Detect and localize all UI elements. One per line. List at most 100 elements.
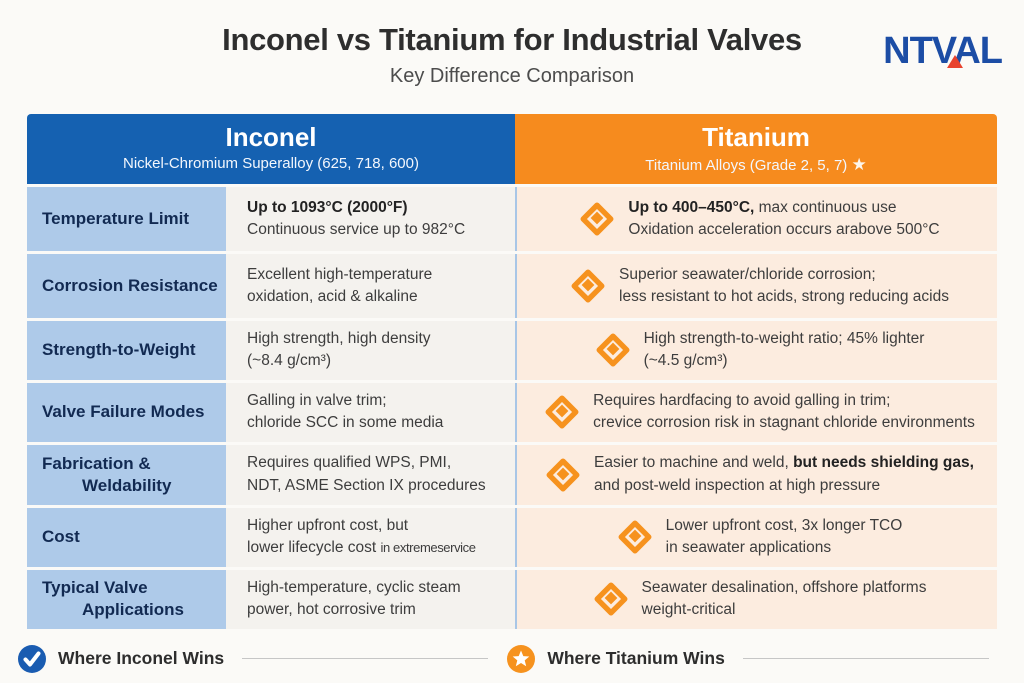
cell-line1: High-temperature, cyclic steam (247, 578, 461, 596)
table-row: Temperature Limit Up to 1093°C (2000°F) … (27, 187, 997, 251)
inconel-cell: Up to 1093°C (2000°F) Continuous service… (226, 187, 515, 251)
cell-line1: Seawater desalination, offshore platform… (641, 578, 927, 596)
inconel-cell: Requires qualified WPS, PMI, NDT, ASME S… (226, 444, 515, 505)
cell-line2: lower lifecycle cost in extremeservice (247, 539, 476, 557)
table-header-row: Inconel Nickel-Chromium Superalloy (625,… (27, 114, 997, 184)
titanium-cell: Requires hardfacing to avoid galling in … (515, 382, 997, 442)
diamond-icon (545, 395, 579, 429)
titanium-cell: Up to 400–450°C, max continuous use Oxid… (515, 187, 997, 251)
titanium-cell-text: Superior seawater/chloride corrosion; le… (619, 264, 949, 309)
diamond-icon (618, 520, 652, 554)
inconel-subtitle: Nickel-Chromium Superalloy (625, 718, 60… (123, 155, 419, 172)
logo-triangle-icon (946, 55, 963, 68)
cell-line1: High strength-to-weight ratio; 45% light… (643, 330, 925, 347)
titanium-cell-text: Up to 400–450°C, max continuous use Oxid… (628, 197, 939, 242)
cell-line2: (~4.5 g/cm³) (643, 352, 728, 370)
inconel-column-header: Inconel Nickel-Chromium Superalloy (625,… (27, 114, 515, 184)
row-label-text: Fabrication & (42, 453, 151, 473)
page-title: Inconel vs Titanium for Industrial Valve… (222, 22, 802, 57)
titanium-cell: High strength-to-weight ratio; 45% light… (515, 321, 997, 380)
row-label-text: Typical Valve (42, 578, 148, 598)
cell-line1: Easier to machine and weld, but needs sh… (594, 454, 974, 472)
logo-text: NTVAL (883, 30, 1003, 72)
cell-line2: NDT, ASME Section IX procedures (247, 476, 486, 494)
row-label: Temperature Limit (27, 187, 226, 251)
star-icon: ★ (851, 155, 867, 174)
row-label-text2: Weldability (82, 475, 172, 495)
inconel-title: Inconel (225, 122, 317, 152)
legend-divider-line (242, 658, 489, 660)
cell-line2: Oxidation acceleration occurs arabove 50… (628, 221, 940, 238)
cell-line1: Up to 400–450°C, max continuous use (628, 198, 897, 216)
cell-line1: High strength, high density (247, 330, 431, 347)
row-label-text: Cost (42, 527, 80, 547)
cell-line1: Up to 1093°C (2000°F) (247, 198, 408, 216)
row-label-text: Strength-to-Weight (42, 340, 196, 360)
cell-line1: Galling in valve trim; (247, 391, 387, 409)
titanium-cell-text: Lower upfront cost, 3x longer TCO in sea… (666, 515, 903, 560)
title-block: Inconel vs Titanium for Industrial Valve… (0, 22, 1024, 88)
cell-line1: Superior seawater/chloride corrosion; (619, 265, 876, 283)
legend-divider-line (742, 658, 990, 660)
comparison-table: Inconel Nickel-Chromium Superalloy (625,… (27, 114, 997, 629)
titanium-wins-star-icon (506, 644, 536, 674)
titanium-subtitle: Titanium Alloys (Grade 2, 5, 7) ★ (515, 155, 997, 175)
titanium-cell-text: Requires hardfacing to avoid galling in … (593, 390, 975, 435)
cell-line2: Continuous service up to 982°C (247, 221, 466, 238)
cell-line1: Requires hardfacing to avoid galling in … (593, 391, 891, 409)
row-label-text: Temperature Limit (42, 208, 190, 228)
table-row: Cost Higher upfront cost, but lower life… (27, 507, 997, 567)
legend: Where Inconel Wins Where Titanium Wins (17, 644, 1007, 674)
row-label-text: Valve Failure Modes (42, 402, 205, 422)
inconel-cell: Excellent high-temperature oxidation, ac… (226, 254, 515, 318)
page-header: Inconel vs Titanium for Industrial Valve… (0, 0, 1024, 108)
table-row: Corrosion Resistance Excellent high-temp… (27, 254, 997, 318)
diamond-icon (596, 333, 630, 367)
cell-line2: and post-weld inspection at high pressur… (594, 476, 881, 494)
table-row: Strength-to-Weight High strength, high d… (27, 321, 997, 380)
page-subtitle: Key Difference Comparison (389, 65, 635, 87)
table-row: Fabrication & Weldability Requires quali… (27, 444, 997, 505)
row-label-text: Corrosion Resistance (42, 275, 218, 295)
inconel-cell: Higher upfront cost, but lower lifecycle… (226, 507, 515, 567)
cell-line2: crevice corrosion risk in stagnant chlor… (593, 414, 975, 432)
row-label: Strength-to-Weight (27, 321, 226, 380)
row-label-text2: Applications (82, 600, 185, 620)
diamond-icon (546, 458, 580, 492)
titanium-cell-text: Seawater desalination, offshore platform… (642, 577, 927, 622)
inconel-wins-check-icon (17, 644, 47, 674)
row-label: Cost (27, 507, 226, 567)
cell-line2: weight-critical (641, 601, 736, 619)
cell-line2: oxidation, acid & alkaline (247, 288, 418, 305)
titanium-title: Titanium (702, 122, 810, 152)
ntval-logo: NTVAL (852, 30, 1003, 73)
inconel-wins-label: Where Inconel Wins (58, 648, 225, 669)
row-label: Typical Valve Applications (27, 569, 226, 629)
row-label: Corrosion Resistance (27, 254, 226, 318)
row-label: Fabrication & Weldability (27, 444, 226, 505)
cell-line1: Lower upfront cost, 3x longer TCO (665, 516, 903, 534)
row-label: Valve Failure Modes (27, 382, 226, 442)
cell-line2: (~8.4 g/cm³) (247, 352, 331, 370)
cell-line2: less resistant to hot acids, strong redu… (619, 288, 949, 305)
titanium-subtitle-text: Titanium Alloys (Grade 2, 5, 7) (645, 157, 848, 174)
titanium-column-header: Titanium Titanium Alloys (Grade 2, 5, 7)… (515, 114, 997, 184)
inconel-cell: Galling in valve trim; chloride SCC in s… (226, 382, 515, 442)
diamond-icon (580, 202, 614, 236)
titanium-cell-text: High strength-to-weight ratio; 45% light… (644, 328, 925, 373)
cell-line1: Requires qualified WPS, PMI, (247, 454, 452, 472)
inconel-cell: High-temperature, cyclic steam power, ho… (226, 569, 515, 629)
titanium-cell-text: Easier to machine and weld, but needs sh… (594, 452, 974, 497)
diamond-icon (594, 582, 628, 616)
titanium-cell: Superior seawater/chloride corrosion; le… (515, 254, 997, 318)
table-row: Typical Valve Applications High-temperat… (27, 569, 997, 629)
cell-line1: Excellent high-temperature (247, 265, 433, 283)
titanium-cell: Seawater desalination, offshore platform… (515, 569, 997, 629)
cell-line2: power, hot corrosive trim (247, 601, 416, 619)
diamond-icon (571, 269, 605, 303)
cell-line1: Higher upfront cost, but (247, 516, 409, 534)
titanium-wins-label: Where Titanium Wins (547, 648, 725, 669)
titanium-cell: Lower upfront cost, 3x longer TCO in sea… (515, 507, 997, 567)
cell-line2: in seawater applications (665, 539, 832, 557)
